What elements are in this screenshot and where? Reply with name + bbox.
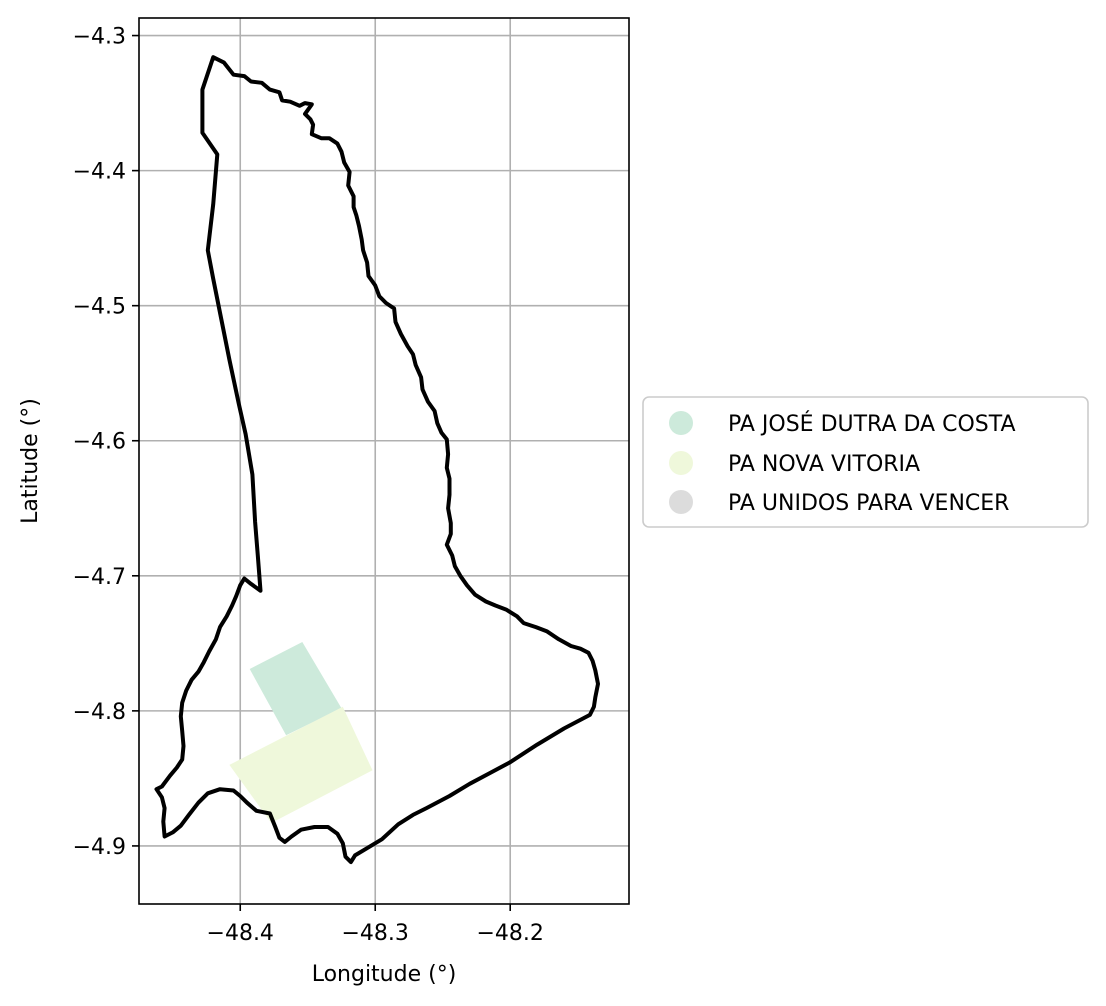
x-axis-label: Longitude (°) <box>312 962 457 987</box>
y-tick-label: −4.7 <box>73 565 126 590</box>
x-tick-label: −48.3 <box>342 921 409 946</box>
y-tick-label: −4.4 <box>73 160 126 185</box>
legend-marker-jose-dutra <box>669 411 693 435</box>
y-tick-label: −4.5 <box>73 295 126 320</box>
x-tick-label: −48.4 <box>207 921 274 946</box>
axes-frame <box>138 17 630 905</box>
municipality-boundary <box>154 55 600 865</box>
legend-marker-unidos-para-vencer <box>669 490 693 514</box>
region-pa-nova-vitoria <box>229 706 373 823</box>
grid-lines <box>139 18 629 904</box>
y-tick-label: −4.8 <box>73 700 126 725</box>
legend: PA JOSÉ DUTRA DA COSTA PA NOVA VITORIA P… <box>642 396 1089 528</box>
legend-marker-nova-vitoria <box>669 451 693 475</box>
x-tick-label: −48.2 <box>477 921 544 946</box>
y-tick-label: −4.3 <box>73 25 126 50</box>
region-pa-jose-dutra-da-costa <box>249 642 342 736</box>
boundary-layer <box>154 55 600 865</box>
plot-area-background <box>139 18 629 904</box>
legend-label-unidos-para-vencer: PA UNIDOS PARA VENCER <box>728 491 1009 516</box>
y-axis-label: Latitude (°) <box>18 398 43 524</box>
legend-frame <box>642 396 1089 528</box>
legend-label-nova-vitoria: PA NOVA VITORIA <box>728 452 920 477</box>
tick-marks: −48.4 −48.3 −48.2 −4.3 −4.4 −4.5 −4.6 −4.7 −4.8 −… <box>73 25 544 946</box>
regions-layer <box>229 642 373 823</box>
legend-label-jose-dutra: PA JOSÉ DUTRA DA COSTA <box>728 411 1016 437</box>
y-tick-label: −4.9 <box>73 835 126 860</box>
y-tick-label: −4.6 <box>73 430 126 455</box>
